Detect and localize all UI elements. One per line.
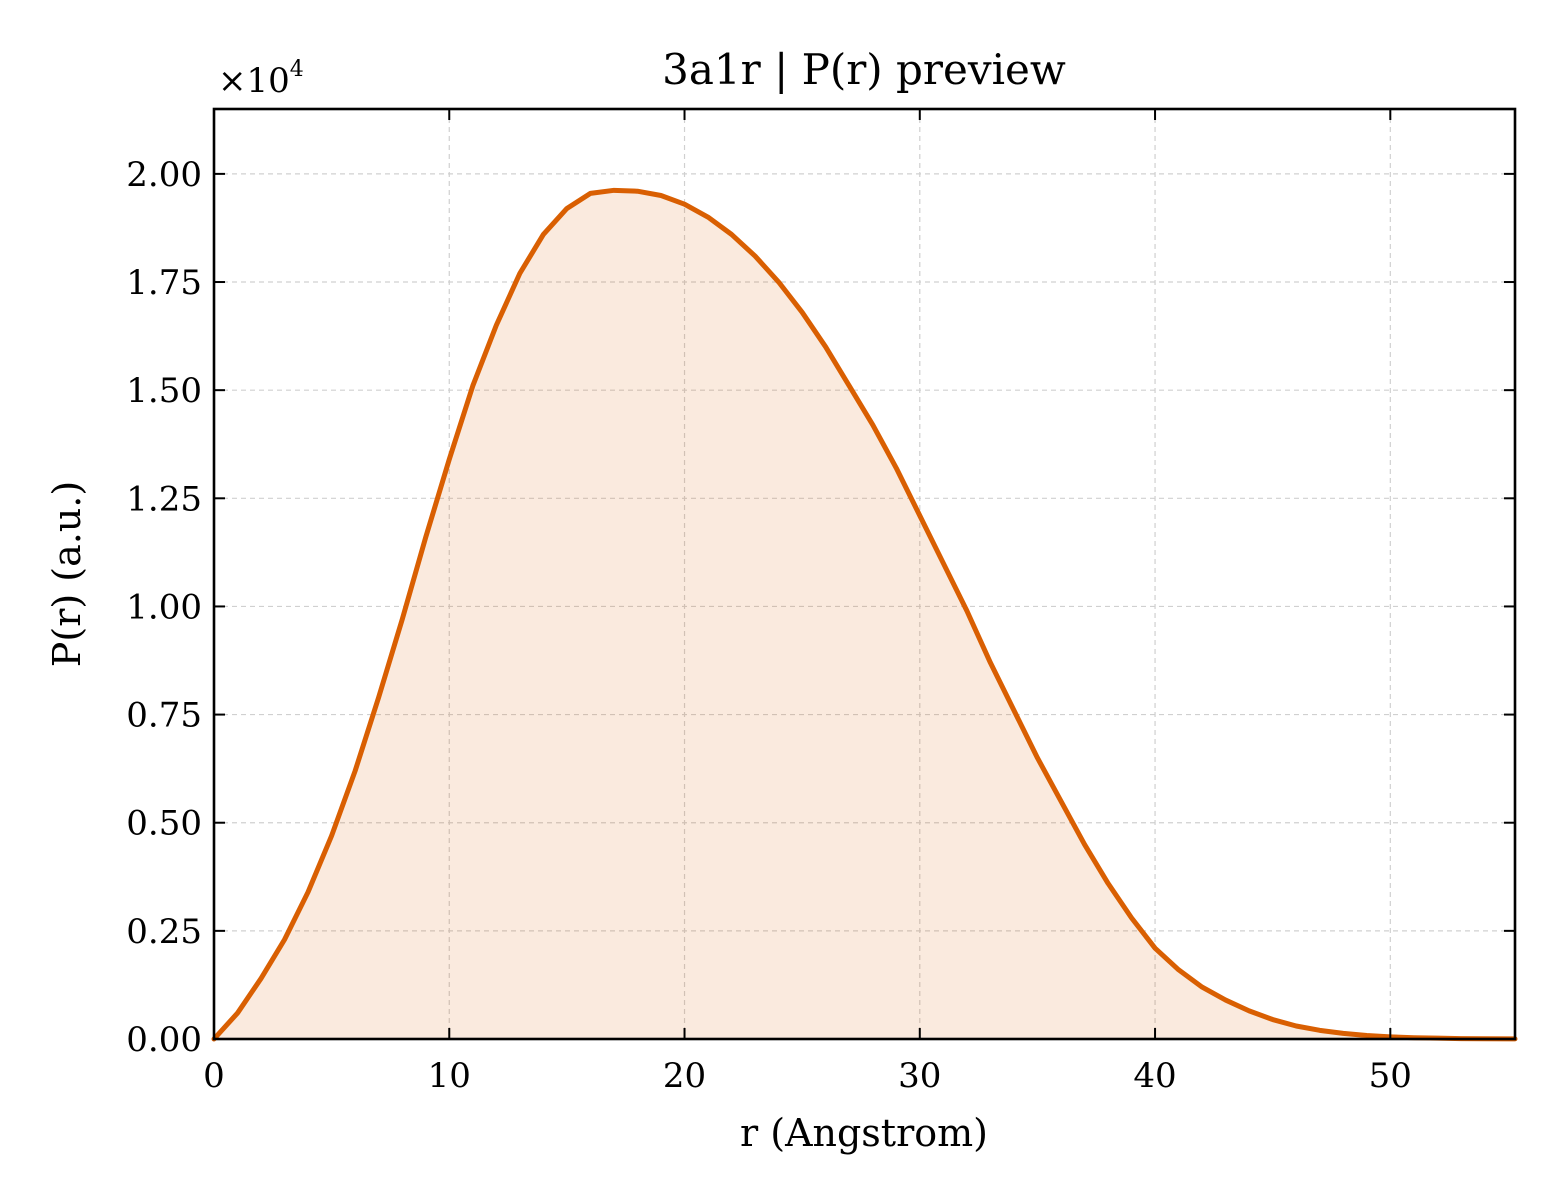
x-tick-label: 40 bbox=[1133, 1056, 1176, 1096]
y-axis-label: P(r) (a.u.) bbox=[45, 481, 89, 667]
y-tick-label: 0.00 bbox=[126, 1020, 202, 1060]
y-offset-label: ×104 bbox=[218, 57, 304, 101]
x-axis: 0 10 20 30 40 50 bbox=[203, 109, 1412, 1096]
x-tick-label: 0 bbox=[203, 1056, 225, 1096]
x-axis-label: r (Angstrom) bbox=[740, 1111, 988, 1155]
y-axis: 0.00 0.25 0.50 0.75 1.00 1.25 1.50 1.75 2.00 bbox=[126, 155, 1515, 1060]
y-tick-label: 1.75 bbox=[126, 263, 202, 303]
y-tick-label: 0.75 bbox=[126, 696, 202, 736]
axes-frame bbox=[212, 107, 1517, 1041]
x-tick-label: 10 bbox=[428, 1056, 471, 1096]
y-tick-label: 1.50 bbox=[126, 371, 202, 411]
series-area-fill bbox=[214, 190, 1515, 1039]
y-offset-exponent: 4 bbox=[290, 57, 304, 82]
x-tick-label: 30 bbox=[898, 1056, 941, 1096]
series-line bbox=[211, 187, 1518, 1042]
y-tick-label: 1.00 bbox=[126, 587, 202, 627]
chart-title: 3a1r | P(r) preview bbox=[662, 45, 1066, 94]
x-tick-label: 50 bbox=[1369, 1056, 1412, 1096]
x-tick-label: 20 bbox=[663, 1056, 706, 1096]
plot-area bbox=[211, 187, 1518, 1042]
y-tick-label: 0.25 bbox=[126, 912, 202, 952]
y-tick-label: 1.25 bbox=[126, 479, 202, 519]
y-tick-label: 2.00 bbox=[126, 155, 202, 195]
y-tick-label: 0.50 bbox=[126, 804, 202, 844]
